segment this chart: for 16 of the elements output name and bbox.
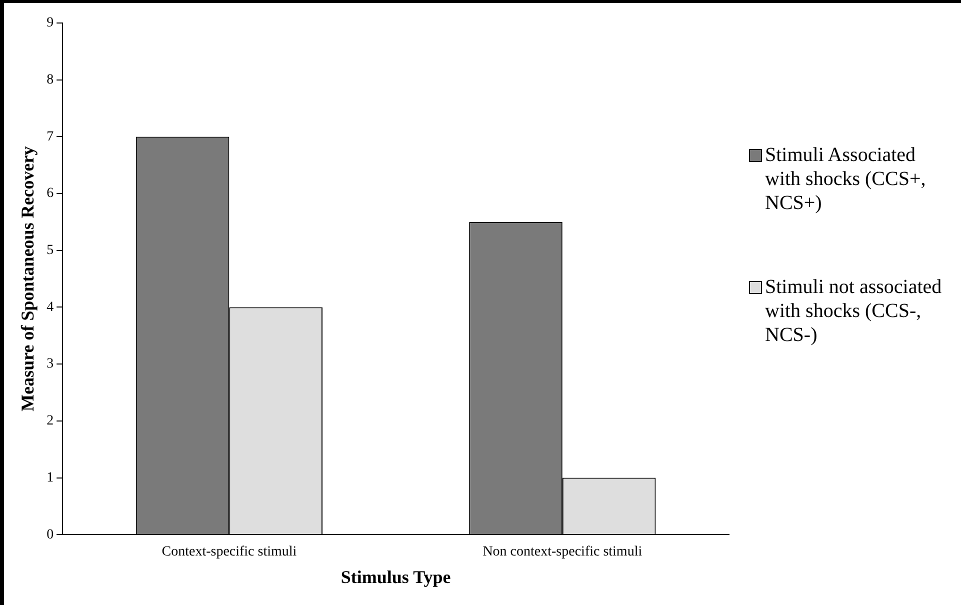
y-tick-label: 5 <box>46 243 54 258</box>
y-tick-label: 4 <box>46 300 54 315</box>
y-axis-title: Measure of Spontaneous Recovery <box>17 146 38 412</box>
x-tick-label: Non context-specific stimuli <box>482 544 642 560</box>
y-tick-label: 8 <box>46 72 54 88</box>
legend-label: Stimuli Associated with shocks (CCS+, NCS+) <box>765 143 927 215</box>
y-tick-label: 9 <box>46 16 54 31</box>
y-tick-label: 2 <box>46 414 54 429</box>
y-tick-label: 1 <box>46 470 54 486</box>
y-tick-label: 6 <box>46 186 54 202</box>
y-tick-label: 7 <box>46 129 54 144</box>
y-tick-label: 0 <box>46 527 54 542</box>
x-tick-label: Context-specific stimuli <box>162 544 297 560</box>
x-axis-title: Stimulus Type <box>340 566 451 587</box>
y-tick-label: 3 <box>46 356 54 372</box>
legend-label: Stimuli not associated with shocks (CCS-, NCS-) <box>765 275 943 347</box>
